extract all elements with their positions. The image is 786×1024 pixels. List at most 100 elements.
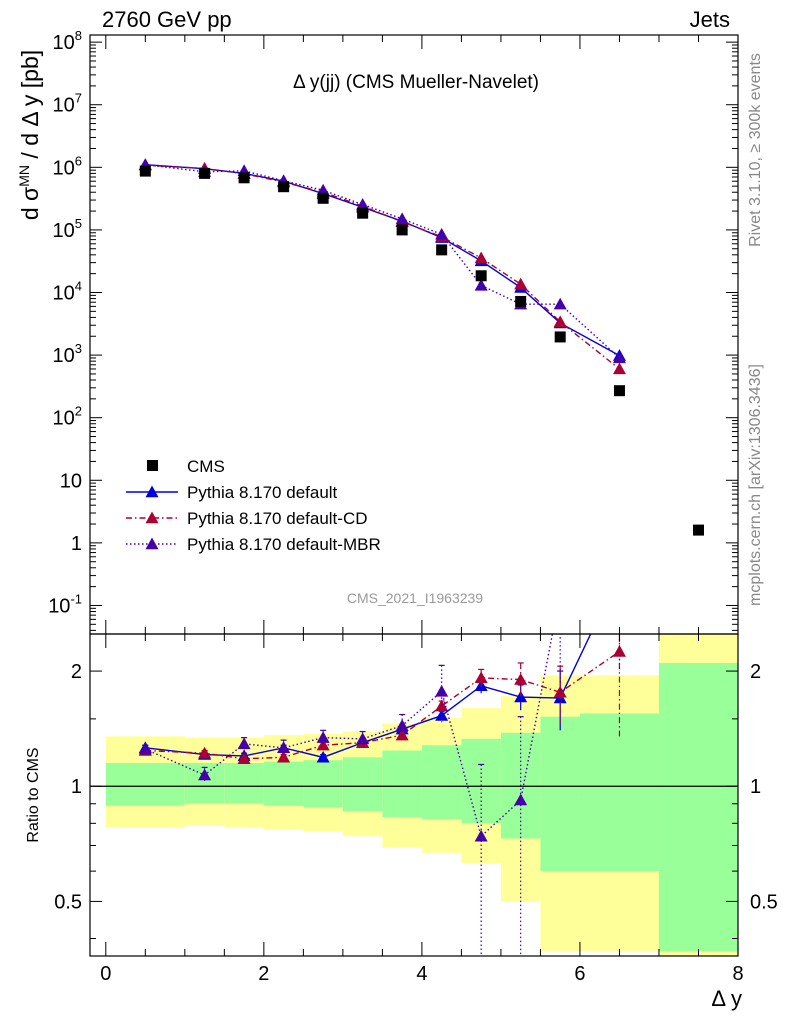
ratio-point-cd — [237, 752, 251, 764]
data-point-cms — [238, 172, 250, 184]
point-mbr — [356, 197, 370, 210]
data-point-cms — [515, 295, 527, 307]
ratio-point-mbr — [198, 768, 212, 781]
main-y-label: d σMN / d Δ y [pb] — [16, 50, 43, 220]
data-point-cms — [554, 331, 566, 343]
x-tick-label: 8 — [732, 963, 743, 985]
legend-marker-mbr — [145, 537, 159, 550]
band-inner-rect — [382, 750, 422, 818]
ratio-point-mbr — [138, 742, 152, 755]
ratio-y-tick-label: 1 — [71, 776, 82, 798]
legend-label-mbr: Pythia 8.170 default-MBR — [187, 535, 381, 554]
main-y-tick-label-base: 10 — [53, 32, 75, 54]
point-cd — [514, 277, 528, 290]
ratio-y-tick-label-right: 0.5 — [750, 891, 778, 913]
band-inner-rect — [224, 763, 264, 804]
ratio-point-default — [514, 690, 528, 703]
ratio-point-mbr — [613, 572, 626, 584]
ratio-point-mbr — [554, 586, 567, 598]
main-y-tick-label: 10-1 — [48, 591, 82, 617]
data-point-cms — [692, 524, 704, 536]
ratio-line-cd — [145, 650, 620, 760]
main-y-tick-label-base: 10 — [53, 95, 75, 117]
point-cd — [474, 251, 488, 264]
main-y-tick-label-base: 10 — [53, 283, 75, 305]
main-y-tick-label-base: 10 — [53, 408, 75, 430]
main-y-tick-label-base: 10 — [53, 157, 75, 179]
legend-label-cd: Pythia 8.170 default-CD — [187, 509, 368, 528]
ratio-point-mbr — [435, 684, 449, 697]
point-mbr — [612, 351, 626, 364]
legend: CMS Pythia 8.170 default Pythia 8.170 defa… — [126, 457, 381, 554]
main-y-tick-label-exp: 5 — [75, 216, 82, 231]
data-point-cms — [475, 270, 487, 282]
band-inner-rect — [303, 760, 343, 808]
ratio-point-cd — [277, 750, 291, 763]
main-y-tick-label: 10 — [60, 470, 82, 492]
point-mbr — [395, 212, 409, 225]
x-tick-label: 2 — [258, 963, 269, 985]
ratio-point-mbr — [395, 719, 409, 731]
data-point-cms — [396, 224, 408, 236]
ratio-panel-frame — [89, 633, 739, 957]
plot-title: Δ y(jj) (CMS Mueller-Navelet) — [293, 72, 539, 93]
band-inner-rect — [421, 745, 462, 820]
legend-label-data: CMS — [187, 457, 225, 476]
ratio-point-cd — [474, 671, 488, 684]
mcplots-label: mcplots.cern.ch [arXiv:1306.3436] — [747, 364, 764, 606]
data-point-cms — [357, 207, 369, 219]
main-y-tick-label-exp: 3 — [75, 341, 82, 356]
data-point-cms — [278, 181, 290, 193]
x-axis-label: Δ y — [711, 986, 742, 1011]
main-y-tick-label: 107 — [53, 91, 82, 117]
main-y-tick-label-exp: 8 — [75, 28, 82, 43]
main-y-label-sup: MN — [16, 165, 32, 187]
ratio-point-cd — [316, 738, 330, 751]
ratio-point-mbr — [316, 731, 330, 743]
main-y-tick-label-base: 10 — [53, 220, 75, 242]
x-tick-label: 4 — [416, 963, 427, 985]
band-inner-rect — [342, 757, 383, 812]
point-cd — [612, 362, 626, 375]
data-point-cms — [139, 165, 151, 177]
ratio-point-mbr — [356, 732, 370, 745]
point-mbr — [553, 297, 567, 310]
point-mbr — [435, 227, 449, 240]
analysis-id: CMS_2021_I1963239 — [347, 590, 483, 606]
x-tick-label: 6 — [574, 963, 585, 985]
band-inner-rect — [658, 662, 738, 952]
main-y-tick-label: 106 — [53, 153, 82, 179]
legend-marker-default — [145, 485, 159, 498]
ratio-point-mbr — [514, 793, 528, 806]
band-inner-rect — [579, 713, 659, 872]
ratio-y-tick-label-right: 1 — [750, 776, 761, 798]
point-mbr — [474, 278, 488, 291]
x-tick-label: 0 — [100, 963, 111, 985]
main-y-tick-label: 103 — [53, 341, 82, 367]
ratio-y-label: Ratio to CMS — [25, 747, 42, 842]
point-cd — [553, 315, 567, 328]
main-y-tick-label: 105 — [53, 216, 82, 242]
main-y-tick-label: 1 — [71, 533, 82, 555]
band-inner-rect — [540, 716, 580, 872]
ratio-point-cd — [198, 746, 212, 759]
main-y-tick-label: 102 — [53, 404, 82, 430]
ratio-point-default — [613, 567, 626, 579]
main-y-tick-label: 108 — [53, 28, 82, 54]
data-point-cms — [436, 244, 448, 256]
ratio-line-default — [145, 634, 592, 759]
ratio-point-default — [316, 750, 330, 763]
main-y-tick-label-exp: 2 — [75, 404, 82, 419]
rivet-label: Rivet 3.1.10, ≥ 300k events — [747, 53, 764, 247]
ratio-point-mbr — [277, 741, 291, 754]
main-y-tick-label-base: 10 — [48, 595, 70, 617]
series-line-mbr — [145, 164, 620, 359]
ratio-point-mbr — [237, 737, 251, 750]
ratio-point-cd — [553, 685, 567, 698]
main-y-label-text: d σ — [17, 187, 43, 220]
ratio-y-tick-label: 2 — [71, 661, 82, 683]
ratio-point-cd — [514, 673, 528, 685]
legend-marker-cd — [145, 511, 159, 524]
main-y-tick-label-exp: 7 — [75, 91, 82, 106]
